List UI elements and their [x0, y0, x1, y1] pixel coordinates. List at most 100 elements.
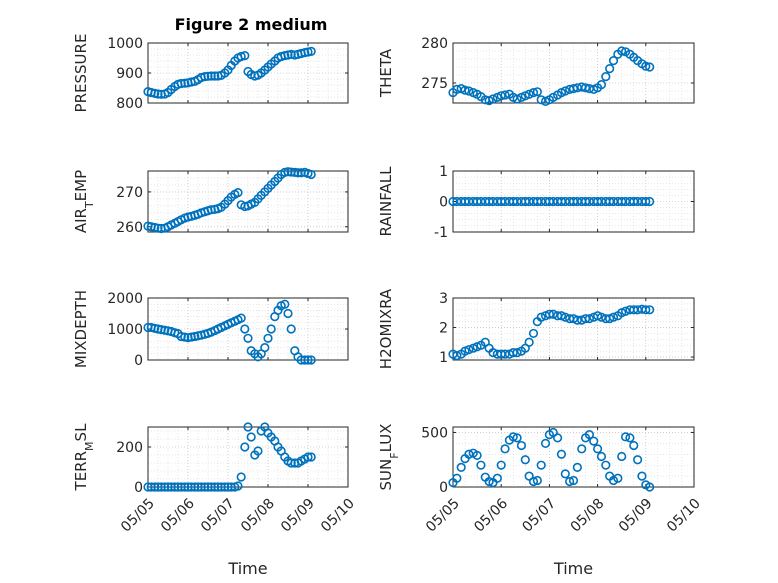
- data-point: [528, 87, 539, 98]
- data-point: [160, 482, 170, 492]
- axes-box: [452, 42, 695, 104]
- data-point: [613, 473, 623, 483]
- data-point: [464, 345, 474, 355]
- data-point: [266, 324, 276, 334]
- y-axis-label: AIRTEMP: [72, 170, 96, 233]
- y-axis-label: SUNFLUX: [377, 424, 401, 491]
- data-point: [536, 460, 546, 470]
- data-point: [552, 433, 563, 443]
- data-point: [528, 328, 539, 339]
- data-point: [306, 46, 316, 57]
- y-tick-label: 0: [439, 195, 448, 211]
- data-point: [601, 71, 611, 82]
- x-tick-label: 05/07: [519, 496, 559, 536]
- subplot-pressure: 800 900 1000 PRESSURE: [72, 34, 349, 113]
- subplot-rainfall: -1 0 1 RAINFALL: [377, 164, 695, 241]
- data-point: [303, 452, 313, 462]
- series-markers: [143, 299, 316, 365]
- data-point: [150, 482, 160, 492]
- x-tick-label: 05/05: [423, 496, 463, 536]
- subplot-mixdepth: 0 1000 2000 MIXDEPTH: [72, 290, 349, 369]
- data-point: [306, 355, 316, 365]
- y-tick-label: 0: [134, 353, 143, 369]
- data-point: [306, 169, 316, 180]
- axes-box: [452, 426, 695, 488]
- data-point: [524, 89, 534, 99]
- y-tick-label: 0: [439, 480, 448, 496]
- data-point: [253, 446, 263, 456]
- data-point: [633, 455, 643, 465]
- y-tick-label: 1000: [107, 36, 143, 52]
- data-point: [500, 444, 510, 454]
- y-tick-label: -1: [434, 225, 448, 241]
- data-point: [488, 348, 498, 358]
- y-tick-label: 280: [421, 36, 448, 52]
- data-point: [286, 458, 296, 468]
- axes-box: [147, 170, 349, 233]
- subplot-air-temp: 260 270 AIRTEMP: [72, 167, 349, 236]
- data-point: [283, 308, 293, 319]
- data-point: [589, 436, 599, 446]
- data-point: [210, 71, 220, 81]
- data-point: [596, 79, 607, 90]
- data-point: [488, 94, 498, 104]
- data-point: [512, 348, 522, 358]
- subplot-h2omixra: 1 2 3 H2OMIXRA: [377, 288, 695, 369]
- data-point: [512, 94, 522, 104]
- y-tick-label: 270: [116, 185, 143, 201]
- y-axis-label: PRESSURE: [72, 34, 90, 113]
- data-point: [584, 430, 595, 440]
- data-point: [306, 452, 316, 462]
- data-point: [620, 306, 631, 316]
- figure-title: Figure 2 medium: [175, 15, 328, 34]
- data-point: [608, 475, 619, 486]
- data-point: [240, 442, 250, 452]
- x-tick-label: 05/10: [664, 496, 704, 536]
- data-point: [233, 481, 243, 491]
- data-point: [496, 460, 506, 470]
- data-point: [464, 86, 474, 96]
- y-tick-label: 0: [134, 480, 143, 496]
- data-point: [263, 333, 273, 343]
- series-markers: [448, 427, 655, 492]
- data-point: [484, 476, 494, 487]
- series-markers: [143, 422, 316, 492]
- y-tick-label: 1: [439, 164, 448, 180]
- data-point: [243, 422, 253, 432]
- series-markers: [143, 167, 316, 234]
- data-point: [260, 343, 270, 353]
- y-tick-label: 1: [439, 350, 448, 366]
- y-tick-label: 2: [439, 321, 448, 337]
- data-point: [452, 473, 462, 483]
- subplot-theta: 275 280 THETA: [377, 36, 695, 106]
- data-point: [280, 299, 290, 309]
- y-axis-label: THETA: [377, 48, 395, 98]
- data-point: [286, 324, 296, 334]
- x-tick-label: 05/06: [158, 496, 198, 536]
- data-point: [568, 83, 579, 94]
- y-axis-label: TERRMSL: [72, 423, 96, 492]
- data-point: [290, 167, 300, 177]
- y-tick-label: 200: [116, 440, 143, 456]
- axes-box: [452, 297, 695, 361]
- data-point: [572, 462, 582, 472]
- data-point: [236, 313, 246, 323]
- grid-lines: [452, 42, 695, 103]
- data-point: [568, 475, 579, 486]
- data-point: [243, 333, 253, 343]
- data-point: [496, 91, 506, 101]
- data-point: [233, 188, 243, 198]
- data-point: [452, 350, 462, 361]
- y-axis-label: RAINFALL: [377, 166, 395, 237]
- data-point: [572, 315, 582, 325]
- data-point: [524, 337, 534, 347]
- y-tick-label: 500: [421, 425, 448, 441]
- data-point: [596, 451, 607, 462]
- data-point: [303, 355, 313, 365]
- data-point: [560, 312, 570, 322]
- x-tick-label: 05/06: [471, 496, 511, 536]
- data-point: [620, 432, 631, 442]
- data-point: [532, 87, 542, 97]
- data-point: [472, 450, 482, 460]
